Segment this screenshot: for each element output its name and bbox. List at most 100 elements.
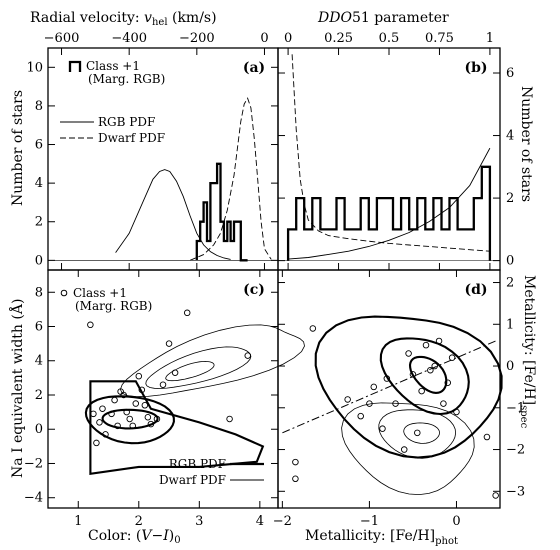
y-tick-label: 0 [506, 254, 514, 269]
x-tick-label: 2 [135, 514, 143, 529]
panel-d-rgb-contour-outer [314, 315, 503, 459]
panel-d-data-point [309, 325, 317, 332]
y-tick-label: 8 [35, 99, 43, 114]
panel-c-data-point [132, 400, 140, 407]
panel-d-rgb-contour-inner [408, 355, 448, 394]
panel-c-data-point [93, 439, 100, 447]
panel-c-data-point [96, 419, 103, 426]
x-tick-label: −1 [360, 514, 379, 529]
panel-b-dwarf-pdf-line [291, 54, 490, 252]
panel-c-data-point [87, 321, 94, 329]
panel-d-dwarf-contour-outer [341, 402, 475, 496]
panel-d-data-point [483, 433, 491, 441]
y-tick-label: 6 [35, 320, 43, 335]
x-tick-label: 0 [284, 31, 292, 46]
y-tick-label: 10 [26, 60, 43, 75]
panel-d-data-point [435, 337, 443, 345]
y-tick-label: −4 [24, 491, 43, 506]
y-tick-label: −2 [24, 456, 43, 471]
panel-d-data-point [444, 379, 452, 386]
panel-b-top-xlabel: DDO51 parameter [317, 10, 449, 26]
panel-d-data-point [440, 400, 447, 407]
panel-c-rgb-contour-middle [84, 395, 175, 445]
y-tick-label: 0 [35, 253, 43, 268]
panel-d-data-point [344, 396, 351, 403]
panel-d-xlabel: Metallicity: [Fe/H]phot [305, 528, 458, 547]
y-tick-label: 4 [35, 354, 43, 369]
panel-d-fit-line [282, 340, 496, 434]
panel-d-data-point [409, 371, 417, 378]
x-tick-label: 0.75 [425, 31, 454, 46]
y-tick-label: 1 [506, 317, 514, 332]
panel-b-histogram [286, 165, 492, 261]
panel-c-data-point [159, 381, 167, 388]
panel-c-data-point [114, 422, 121, 430]
panel-c-data-point [144, 414, 152, 421]
panel-c-data-point [171, 369, 179, 376]
panel-d-data-point [357, 412, 364, 420]
panel-a-legend-rgb-label: RGB PDF [98, 115, 155, 129]
panel-c-xlabel: Color: (V−I)0 [88, 528, 181, 546]
panel-a-label: (a) [243, 60, 265, 76]
panel-c-ylabel: Na I equivalent width (Å) [8, 299, 26, 478]
panel-a-axes: −600 −400 −200 0 0 2 4 6 8 10 (a) [26, 31, 279, 271]
panel-d-data-point [392, 400, 399, 407]
panel-a-legend-hist-swatch [68, 60, 82, 72]
panel-a-rgb-pdf-line [115, 169, 231, 260]
panel-c-rgb-contour-inner [101, 408, 159, 430]
panel-c-dwarf-contour-outer [119, 324, 305, 398]
y-tick-label: 2 [35, 388, 43, 403]
y-tick-label: 4 [35, 176, 43, 191]
panel-d-data-point [379, 425, 386, 432]
panel-d-ylabel: Metallicity: [Fe/H]spec [518, 275, 537, 429]
y-tick-label: −2 [506, 443, 525, 458]
panel-d-dwarf-contour-middle [378, 409, 457, 459]
panel-c-legend-dwarf-label: Dwarf PDF [159, 473, 226, 487]
panel-c-data-point [153, 415, 161, 423]
x-tick-label: 1 [486, 31, 494, 46]
panel-d-data-point [370, 383, 378, 391]
panel-d-data-point [453, 408, 460, 416]
panel-c-data-point [138, 386, 146, 394]
panel-a-dwarf-pdf-line [189, 97, 272, 261]
panel-b-label: (b) [464, 60, 487, 76]
panel-c-legend-rgb-label: RGB PDF [169, 457, 226, 471]
y-tick-label: 2 [506, 276, 514, 291]
y-tick-label: −1 [506, 401, 525, 416]
panel-c-data-point [102, 431, 109, 438]
panel-c-dwarf-contour-inner [165, 360, 215, 382]
panel-d-data-point [292, 475, 299, 483]
x-tick-label: −2 [273, 514, 292, 529]
panel-c-data-point [99, 405, 106, 412]
panel-d-label: (d) [464, 282, 487, 298]
panel-d-data-point [448, 354, 456, 361]
y-tick-label: −3 [506, 484, 525, 499]
panel-c-data-point [108, 410, 115, 418]
panel-d-axes: −2 −1 0 −3 −2 −1 0 1 2 (d) [273, 269, 525, 529]
panel-c-data-point [120, 391, 127, 399]
panel-c-data-point [183, 309, 191, 317]
panel-a-histogram [195, 162, 248, 262]
panel-d-dwarf-contour-inner [403, 422, 440, 444]
panel-a-legend-dwarf-label: Dwarf PDF [98, 131, 165, 145]
y-tick-label: 8 [35, 285, 43, 300]
panel-d-data-point [422, 341, 430, 349]
y-tick-label: 0 [35, 422, 43, 437]
panel-d-data-point [431, 362, 438, 370]
panel-c-legend-point-label: Class +1 (Marg. RGB) [73, 286, 152, 313]
panel-c-data-point [165, 340, 173, 347]
panel-d-data-point [366, 400, 373, 407]
panel-d-data-point [492, 492, 499, 499]
panel-c-data-point [226, 415, 233, 423]
panel-c-legend-point-swatch [60, 289, 68, 297]
panel-c-label: (c) [243, 282, 265, 298]
panel-c-data-point [90, 410, 97, 418]
x-tick-label: 0 [260, 31, 268, 46]
panel-c-data-point [111, 396, 118, 404]
y-tick-label: 6 [35, 138, 43, 153]
y-tick-label: 4 [506, 129, 514, 144]
panel-c-data-point [123, 408, 130, 416]
panel-a-top-xlabel: Radial velocity: vhel (km/s) [30, 10, 217, 28]
